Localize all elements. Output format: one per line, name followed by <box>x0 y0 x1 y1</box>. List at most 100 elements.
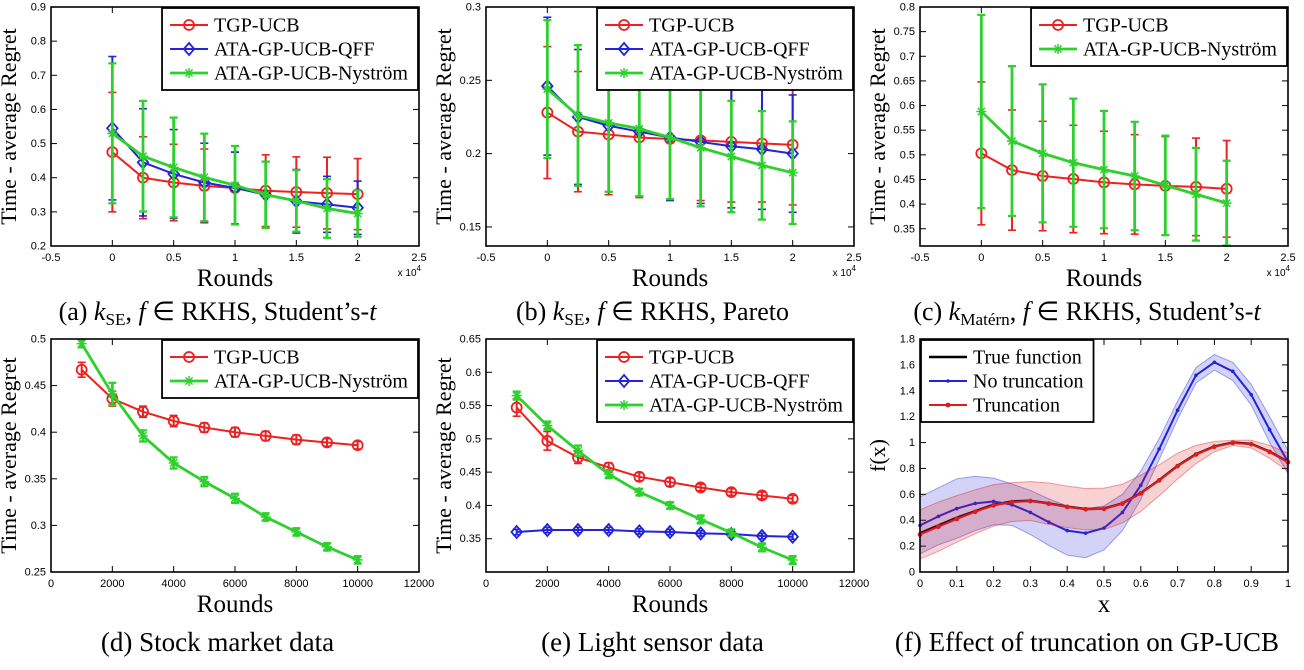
chart-b-svg: -0.5 0 0.5 1 1.5 2 2.5 0.15 0.2 0.25 0.3 Rounds Time… <box>436 2 862 292</box>
svg-text:0: 0 <box>47 578 53 590</box>
svg-text:1: 1 <box>231 252 237 264</box>
x-axis-label: x <box>1098 591 1111 618</box>
x-tick-labels: 0 0.1 0.2 0.3 0.4 0.5 0.6 0.7 0.8 0.9 1 <box>917 578 1291 590</box>
svg-text:10000: 10000 <box>777 578 808 590</box>
svg-text:0.6: 0.6 <box>1133 578 1148 590</box>
series-ata-gp-ucb-nystr-m <box>76 338 363 565</box>
svg-text:1.2: 1.2 <box>900 411 915 423</box>
y-tick-labels: 0.15 0.2 0.25 0.3 <box>459 2 480 233</box>
y-axis-label: Time - average Regret <box>870 28 890 225</box>
chart-a-svg: -0.5 0 0.5 1 1.5 2 2.5 0.2 0.3 0.4 0.5 0.6 0.7 0.8 0.9… <box>1 2 427 292</box>
legend-label: Truncation <box>973 395 1060 417</box>
y-tick-labels: 0.2 0.3 0.4 0.5 0.6 0.7 0.8 0.9 <box>30 2 45 253</box>
y-axis-label: Time - average Regret <box>436 28 456 225</box>
svg-text:0.6: 0.6 <box>900 100 915 112</box>
y-tick-labels: 0.35 0.4 0.45 0.5 0.55 0.6 0.65 <box>459 334 480 545</box>
legend-label: ATA-GP-UCB-Nyström <box>214 63 408 85</box>
svg-text:0.2: 0.2 <box>900 541 915 553</box>
svg-text:8000: 8000 <box>719 578 743 590</box>
svg-text:0.7: 0.7 <box>1170 578 1185 590</box>
subplot-c: -0.5 0 0.5 1 1.5 2 2.5 0.35 0.4 0.45 0.5 0.55 0.6 0.6… <box>870 2 1304 334</box>
svg-text:0.1: 0.1 <box>949 578 964 590</box>
x-axis-label: Rounds <box>196 265 272 292</box>
y-axis-label: Time - average Regret <box>436 357 456 554</box>
svg-text:0.6: 0.6 <box>30 104 45 116</box>
svg-text:1.4: 1.4 <box>900 385 915 397</box>
legend-label: True function <box>973 347 1082 369</box>
svg-text:0.45: 0.45 <box>459 467 480 479</box>
svg-text:2: 2 <box>789 252 795 264</box>
svg-text:1.8: 1.8 <box>900 334 915 346</box>
svg-text:0.6: 0.6 <box>465 367 480 379</box>
svg-text:1: 1 <box>666 252 672 264</box>
svg-text:0.5: 0.5 <box>1096 578 1111 590</box>
x-axis-exponent: x 104 <box>397 264 421 279</box>
chart-d-canvas: 0 2000 4000 6000 8000 10000 12000 0.25 0.3 0.35 0.… <box>1 334 435 620</box>
svg-text:4000: 4000 <box>596 578 620 590</box>
svg-text:0: 0 <box>109 252 115 264</box>
series-ata-gp-ucb-nystr-m <box>541 19 798 226</box>
legend-label: TGP-UCB <box>649 347 735 369</box>
caption-segment: (f) Effect of truncation on GP-UCB <box>894 627 1280 657</box>
chart-b-canvas: -0.5 0 0.5 1 1.5 2 2.5 0.15 0.2 0.25 0.3 Rounds Time… <box>436 2 870 294</box>
x-tick-labels: 0 2000 4000 6000 8000 10000 12000 <box>47 578 433 590</box>
svg-text:0.4: 0.4 <box>30 172 45 184</box>
caption-segment: (c) <box>913 297 949 326</box>
svg-text:0.55: 0.55 <box>459 400 480 412</box>
caption-segment: ∈ RKHS, Pareto <box>604 297 790 326</box>
series-tgp-ucb <box>75 361 364 452</box>
caption-segment: ∈ RKHS, Student’s- <box>1030 297 1254 326</box>
svg-text:0.25: 0.25 <box>459 75 480 87</box>
x-tick-labels: 0 2000 4000 6000 8000 10000 12000 <box>482 578 868 590</box>
caption-segment: , <box>125 297 139 326</box>
svg-text:0.75: 0.75 <box>894 26 915 38</box>
svg-text:2000: 2000 <box>100 578 124 590</box>
plot-border <box>49 338 420 573</box>
caption-segment: k <box>93 297 106 326</box>
svg-text:0.35: 0.35 <box>459 533 480 545</box>
x-axis-label: Rounds <box>631 265 707 292</box>
svg-text:1.5: 1.5 <box>723 252 738 264</box>
x-tick-labels: -0.5 0 0.5 1 1.5 2 2.5 <box>476 252 861 264</box>
caption-a: (a) kSE, f ∈ RKHS, Student’s-t <box>59 294 377 334</box>
svg-text:0.3: 0.3 <box>30 520 45 532</box>
caption-segment: (e) Light sensor data <box>541 627 764 657</box>
svg-text:0.2: 0.2 <box>465 148 480 160</box>
chart-e-canvas: 0 2000 4000 6000 8000 10000 12000 0.35 0.4 0.45 0.… <box>436 334 870 620</box>
plot-border <box>484 338 855 573</box>
caption-f: (f) Effect of truncation on GP-UCB <box>895 620 1279 666</box>
y-axis-label: Time - average Regret <box>1 357 21 554</box>
svg-text:0.65: 0.65 <box>894 75 915 87</box>
series-truncation <box>917 439 1291 560</box>
svg-text:0.8: 0.8 <box>900 2 915 14</box>
chart-c-canvas: -0.5 0 0.5 1 1.5 2 2.5 0.35 0.4 0.45 0.5 0.55 0.6 0.6… <box>870 2 1304 294</box>
svg-text:0.7: 0.7 <box>30 70 45 82</box>
svg-text:0.65: 0.65 <box>459 334 480 346</box>
legend-box <box>160 339 419 399</box>
caption-segment: SE <box>105 309 126 329</box>
legend-label: No truncation <box>973 371 1084 393</box>
caption-b: (b) kSE, f ∈ RKHS, Pareto <box>516 294 789 334</box>
x-axis-exponent: x 104 <box>832 264 856 279</box>
caption-segment: , <box>584 297 598 326</box>
svg-text:0.4: 0.4 <box>900 515 915 527</box>
svg-text:0.15: 0.15 <box>459 221 480 233</box>
svg-text:0.5: 0.5 <box>166 252 181 264</box>
svg-text:1: 1 <box>909 437 915 449</box>
x-axis-label: Rounds <box>196 591 272 618</box>
legend-label: ATA-GP-UCB-Nyström <box>1083 39 1277 61</box>
svg-text:0.35: 0.35 <box>894 223 915 235</box>
svg-text:1: 1 <box>1101 252 1107 264</box>
svg-text:6000: 6000 <box>657 578 681 590</box>
svg-text:0: 0 <box>917 578 923 590</box>
svg-text:0.3: 0.3 <box>30 206 45 218</box>
svg-text:8000: 8000 <box>284 578 308 590</box>
svg-text:0.3: 0.3 <box>1023 578 1038 590</box>
subplot-a: -0.5 0 0.5 1 1.5 2 2.5 0.2 0.3 0.4 0.5 0.6 0.7 0.8 0.9… <box>0 2 435 334</box>
svg-text:0.5: 0.5 <box>30 334 45 346</box>
caption-e: (e) Light sensor data <box>541 620 764 666</box>
